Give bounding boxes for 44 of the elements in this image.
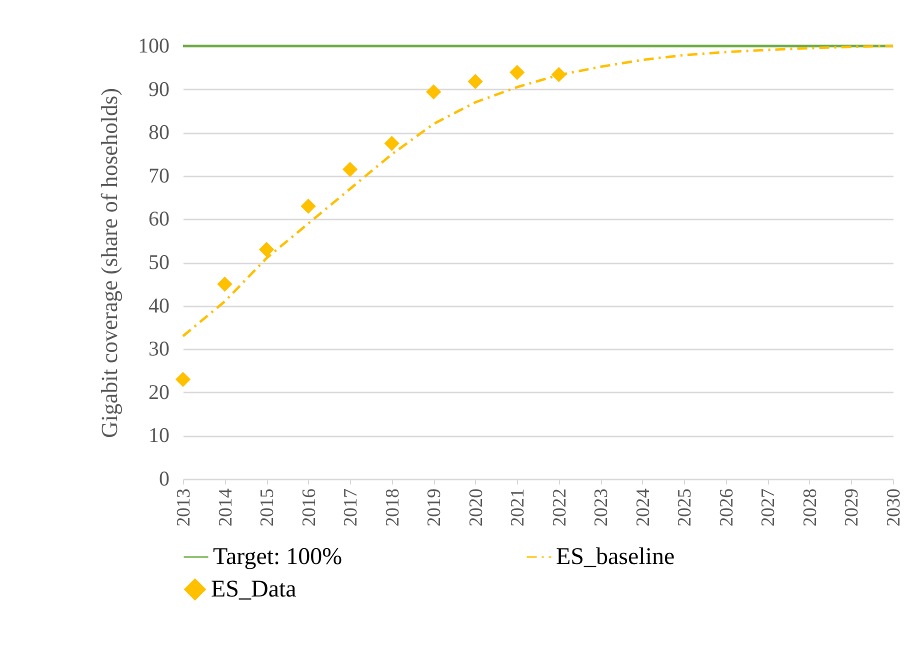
y-tick-label: 10 <box>148 423 170 448</box>
legend-label: ES_Data <box>211 576 297 602</box>
line-series <box>182 44 894 338</box>
x-tick-label: 2013 <box>174 488 194 526</box>
y-tick-label: 70 <box>148 163 170 188</box>
x-tick-label: 2022 <box>549 488 570 526</box>
y-tick-label: 20 <box>148 380 170 404</box>
point <box>384 136 400 152</box>
point <box>175 372 191 387</box>
point <box>426 84 442 100</box>
x-tick-label: 2029 <box>842 488 863 526</box>
y-tick-label: 0 <box>159 466 170 490</box>
y-axis-title: Gigabit coverage (share of hoseholds) <box>97 88 122 438</box>
point <box>258 242 274 258</box>
x-tick-label: 2030 <box>884 488 904 526</box>
y-tick-label: 30 <box>148 336 170 361</box>
y-tick-label: 50 <box>148 250 170 274</box>
x-tick-label: 2018 <box>382 488 404 526</box>
x-tick-label: 2020 <box>466 488 487 526</box>
x-tick-label: 2028 <box>800 488 821 526</box>
legend-label: ES_baseline <box>556 544 675 570</box>
y-tick-label: 80 <box>148 120 170 144</box>
x-tick-label: 2025 <box>674 488 696 526</box>
x-tick-label: 2026 <box>716 488 738 526</box>
x-tick-label: 2015 <box>257 488 278 526</box>
point <box>468 74 483 90</box>
x-tick-label: 2027 <box>758 488 780 526</box>
legend-label: Target: 100% <box>213 544 342 570</box>
point <box>551 66 566 82</box>
y-tick-label: 60 <box>148 206 170 231</box>
y-tick-label: 90 <box>148 76 170 101</box>
point <box>217 276 232 292</box>
point <box>342 162 358 177</box>
x-tick-label: 2024 <box>632 488 654 526</box>
point <box>510 64 525 80</box>
y-tick-label: 100 <box>138 34 170 58</box>
x-tick-label: 2016 <box>298 488 320 526</box>
point <box>300 198 316 214</box>
x-tick-label: 2021 <box>508 488 529 526</box>
x-tick-label: 2014 <box>215 488 236 526</box>
x-tick-label: 2023 <box>591 488 612 526</box>
x-tick-label: 2019 <box>424 488 446 526</box>
x-tick-label: 2017 <box>340 488 362 526</box>
y-tick-label: 40 <box>148 293 170 318</box>
